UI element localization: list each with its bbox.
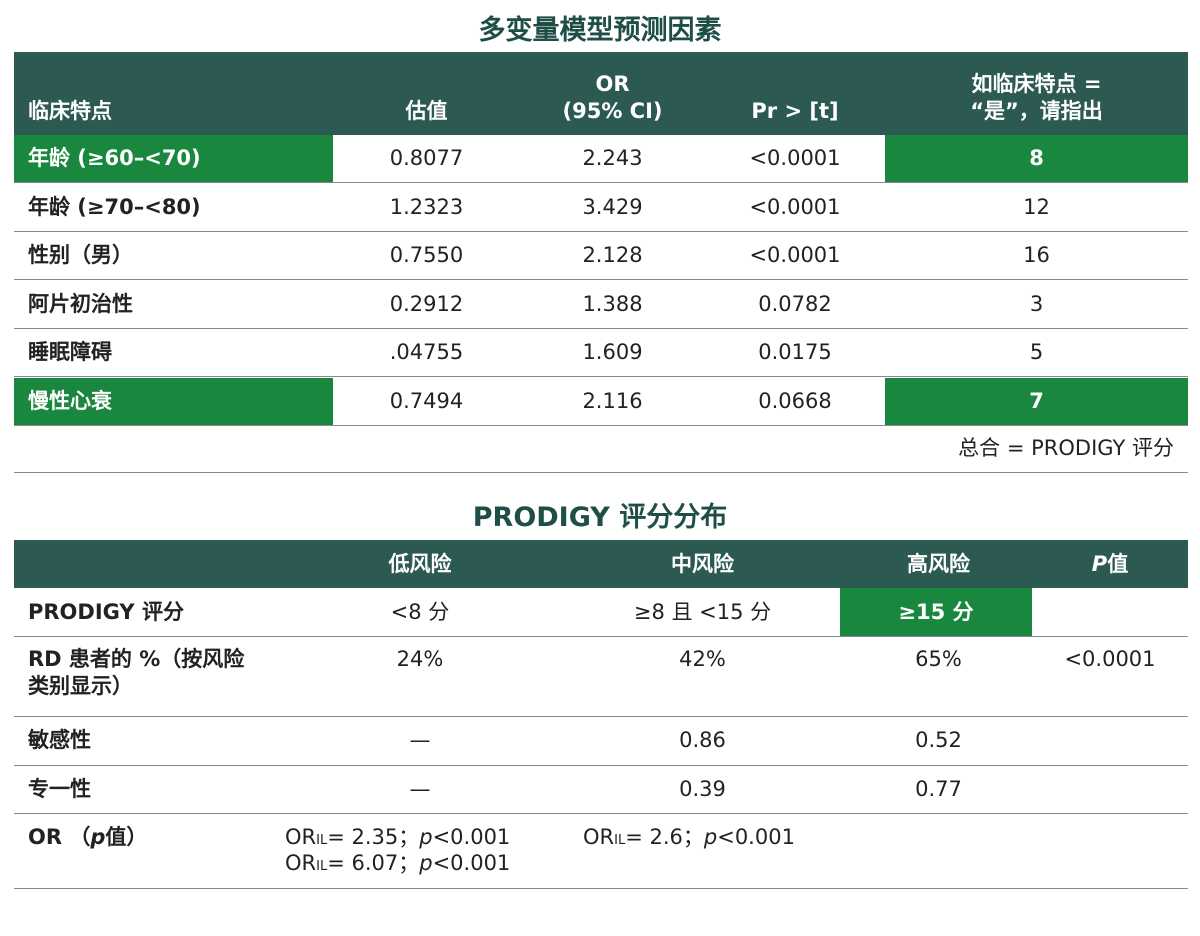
table-cell: ≥8 且 <15 分	[633, 599, 772, 624]
row-divider	[14, 472, 1188, 473]
row-label: 敏感性	[28, 728, 91, 752]
text-run: OR	[285, 851, 317, 875]
or-entry: OR IL = 2.35； p <0.001	[285, 824, 510, 852]
table-footer: 总合 = PRODIGY 评分	[958, 435, 1174, 460]
table-cell: 24%	[396, 647, 444, 671]
table-cell: 65%	[915, 647, 962, 671]
text-run: <0.001	[432, 851, 511, 875]
row-label: PRODIGY 评分	[28, 599, 184, 624]
header-bg	[14, 52, 1188, 135]
text-run: <0.001	[432, 825, 511, 849]
table-cell: 3	[1029, 291, 1044, 316]
row-divider	[14, 376, 1188, 377]
text-run: = 2.6；	[625, 825, 704, 849]
row-divider	[14, 327, 1188, 329]
text-run: p	[90, 824, 106, 849]
header-bg	[14, 540, 1188, 588]
table-cell: 16	[1023, 243, 1050, 267]
header-cell: Pr > [t]	[751, 99, 839, 123]
table-cell: <0.0001	[749, 146, 841, 170]
table-cell: .04755	[389, 340, 464, 364]
header-cell: 如临床特点 = “是”，请指出	[970, 72, 1103, 123]
table-cell: 0.7550	[389, 243, 464, 267]
table-cell: 2.128	[582, 243, 643, 267]
text-run: IL	[614, 833, 626, 848]
table-cell: 0.86	[679, 728, 726, 752]
row-label: 年龄 (≥60–<70)	[14, 135, 333, 182]
table-cell: 7	[885, 377, 1188, 425]
table-cell: 42%	[679, 647, 726, 671]
table-title: 多变量模型预测因素	[478, 15, 722, 46]
text-run: 值）	[105, 824, 148, 849]
row-divider	[14, 765, 1188, 766]
text-run: <0.001	[717, 825, 795, 849]
row-label: 阿片初治性	[28, 291, 133, 316]
row-divider	[14, 424, 1188, 426]
table-cell: 0.77	[915, 776, 962, 801]
table-cell: 0.0175	[758, 340, 832, 364]
header-cell: 中风险	[671, 551, 734, 576]
row-divider	[14, 888, 1188, 889]
table-cell: 12	[1023, 194, 1050, 219]
table-cell: 8	[885, 135, 1188, 182]
text-run: p	[419, 851, 433, 875]
header-cell: 估值	[405, 99, 448, 123]
table-cell: 1.2323	[389, 194, 464, 219]
row-label: 年龄 (≥70–<80)	[28, 194, 201, 219]
text-run: p	[419, 825, 433, 849]
row-label: 专一性	[28, 776, 91, 801]
header-cell: 高风险	[907, 551, 970, 576]
row-divider	[14, 716, 1188, 717]
table-cell: 5	[1029, 340, 1044, 364]
table-cell: 0.7494	[389, 388, 464, 413]
table-cell: 1.388	[582, 291, 643, 316]
table-cell: 0.39	[679, 776, 726, 801]
text-run: OR （	[28, 824, 91, 849]
header-cell: 临床特点	[28, 99, 112, 123]
table-title: PRODIGY 评分分布	[472, 502, 728, 533]
table-cell: 3.429	[582, 194, 643, 219]
row-divider	[14, 230, 1188, 232]
row-label: 睡眠障碍	[28, 340, 112, 364]
table-cell: <8 分	[390, 599, 450, 624]
table-cell: ≥15 分	[840, 588, 1032, 636]
row-divider	[14, 279, 1188, 280]
table-cell: <0.0001	[749, 194, 841, 219]
table-cell: —	[409, 728, 431, 752]
text-run: 值	[1107, 551, 1129, 576]
row-label: 性别（男）	[28, 243, 133, 267]
text-run: p	[703, 825, 718, 849]
text-run: IL	[316, 859, 328, 874]
header-cell: OR (95% CI)	[562, 72, 663, 123]
table-cell: <0.0001	[1064, 647, 1156, 671]
table-cell: 2.116	[582, 388, 643, 413]
text-run: OR	[285, 825, 317, 849]
table-cell: 1.609	[582, 340, 643, 364]
table-cell: <0.0001	[749, 243, 841, 267]
table-cell: 0.0668	[758, 388, 832, 413]
table-cell: 2.243	[582, 146, 643, 170]
row-label: OR （p 值）	[14, 822, 274, 852]
text-run: P	[1091, 551, 1108, 576]
row-label: RD 患者的 %（按风险类别显示）	[28, 647, 245, 698]
or-entry: OR IL = 2.6； p <0.001	[583, 824, 795, 852]
row-label: 慢性心衰	[14, 377, 333, 425]
table-cell: 0.52	[915, 728, 962, 752]
table-cell: 0.8077	[389, 146, 464, 170]
or-entry: OR IL = 6.07； p <0.001	[285, 850, 510, 878]
text-run: OR	[583, 825, 615, 849]
row-divider	[14, 813, 1188, 814]
table-cell: —	[409, 776, 431, 801]
header-cell: P 值	[1032, 540, 1188, 588]
table-cell: 0.2912	[389, 291, 464, 316]
text-run: = 6.07；	[327, 851, 420, 875]
header-cell: 低风险	[388, 551, 452, 576]
table-cell: 0.0782	[758, 291, 832, 316]
row-divider	[14, 182, 1188, 183]
text-run: = 2.35；	[327, 825, 420, 849]
text-run: IL	[316, 833, 328, 848]
row-divider	[14, 636, 1188, 637]
